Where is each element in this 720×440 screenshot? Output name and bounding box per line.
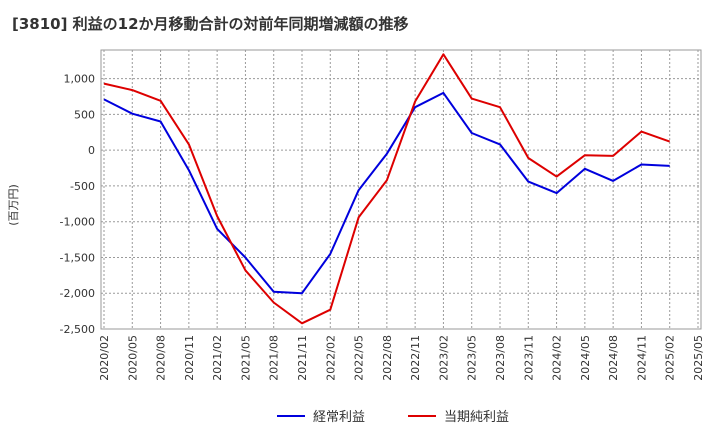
x-tick-label: 2023/02 [437,335,450,381]
axes: 2020/02 2020/05 2020/08 2020/11 2021/02 2021/… [60,73,705,381]
legend-label-2: 当期純利益 [444,410,509,425]
legend-label-1: 経常利益 [313,410,365,425]
x-tick-label: 2024/11 [635,335,648,381]
x-tick-label: 2023/05 [466,335,479,381]
x-tick-label: 2022/05 [353,335,366,381]
x-tick-label: 2020/08 [155,335,168,381]
x-tick-label: 2021/11 [296,335,309,381]
y-tick-label: 0 [88,144,95,157]
y-tick-label: 1,000 [64,73,96,86]
x-tick-label: 2020/02 [98,335,111,381]
x-tick-label: 2020/05 [126,335,139,381]
legend: 経常利益 当期純利益 [277,410,509,425]
x-tick-label: 2021/08 [268,335,281,381]
y-tick-label: -1,500 [60,251,95,264]
y-tick-label: 500 [74,108,95,121]
y-tick-label: -2,000 [60,287,95,300]
series-line-1 [103,91,670,295]
x-tick-label: 2023/08 [494,335,507,381]
grid [101,50,701,330]
chart-title: [3810] 利益の12か月移動合計の対前年同期増減額の推移 [12,15,409,33]
x-tick-label: 2021/02 [211,335,224,381]
y-tick-label: -1,000 [60,216,95,229]
series-line-2 [103,53,671,325]
x-tick-label: 2020/11 [183,335,196,381]
y-axis-label: (百万円) [7,184,20,226]
y-tick-label: -500 [70,180,95,193]
series [103,53,671,325]
x-tick-label: 2024/02 [551,335,564,381]
x-tick-label: 2024/05 [579,335,592,381]
x-tick-label: 2022/02 [324,335,337,381]
x-tick-label: 2023/11 [522,335,535,381]
x-tick-label: 2025/02 [664,335,677,381]
plot-area [100,49,702,330]
x-tick-label: 2025/05 [692,335,705,381]
x-tick-label: 2022/08 [381,335,394,381]
x-tick-label: 2024/08 [607,335,620,381]
y-tick-label: -2,500 [60,323,95,336]
x-tick-label: 2022/11 [409,335,422,381]
x-tick-label: 2021/05 [239,335,252,381]
